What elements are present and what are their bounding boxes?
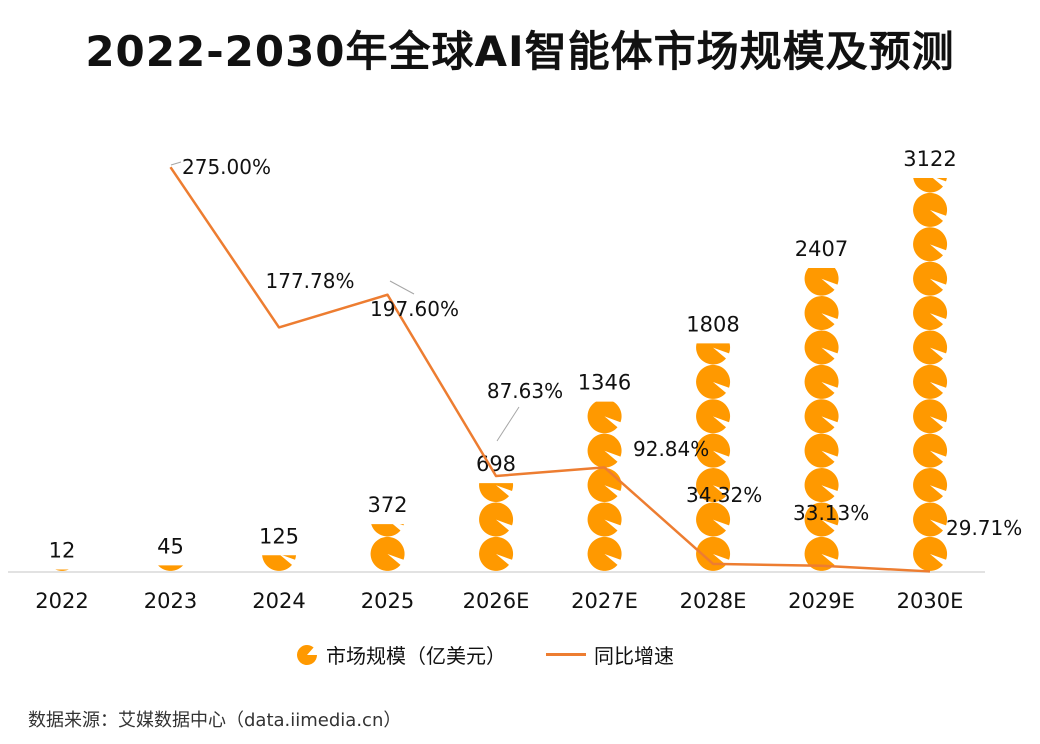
bar-2027E [587,401,622,571]
x-tick-label-2030E: 2030E [897,589,964,613]
line-value-label-2028E: 34.32% [686,483,762,507]
bar-icon [804,364,839,399]
bar-icon [913,502,948,537]
line-value-label-2026E: 87.63% [487,379,563,403]
bar-icon [371,524,404,537]
bar-icon [913,296,948,331]
line-value-label-2030E: 29.71% [946,516,1022,540]
x-tick-label-2027E: 2027E [571,589,638,613]
bar-icon [804,330,839,365]
label-leader-line [496,406,520,442]
bar-icon [913,178,947,193]
bar-icon [696,502,731,537]
bar-icon [913,227,948,262]
x-tick-label-2029E: 2029E [788,589,855,613]
bar-2023 [154,502,188,571]
line-value-label-2027E: 92.84% [633,437,709,461]
bar-icon [696,536,731,571]
bar-icon [587,502,622,537]
chart-legend: 市场规模（亿美元） 同比增速 [296,640,714,669]
bar-icon [696,399,731,434]
bar-value-label-2024: 125 [259,524,299,548]
bar-icon [696,364,731,399]
bar-icon [479,483,514,503]
bar-icon [913,468,948,503]
bar-icon [913,433,948,468]
bar-icon [479,502,514,537]
bar-2029E [804,268,839,571]
bar-2022 [45,502,79,571]
bar-icon [804,468,839,503]
bar-icon [804,433,839,468]
x-tick-label-2022: 2022 [35,589,88,613]
label-leader-line [170,161,182,166]
bar-icon [587,468,622,503]
bar-value-label-2027E: 1346 [578,371,631,395]
bar-value-label-2025: 372 [367,493,407,517]
legend-label-growth-rate: 同比增速 [594,644,674,668]
bar-icon [370,536,405,571]
bar-icon [804,268,839,296]
bar-value-label-2026E: 698 [476,452,516,476]
chart-title: 2022-2030年全球AI智能体市场规模及预测 [85,27,955,76]
bar-value-label-2023: 45 [157,534,184,558]
bar-icon [479,536,514,571]
bar-icon [913,261,948,296]
bar-value-label-2030E: 3122 [903,147,956,171]
bar-icon [154,502,188,536]
legend-label-market-size: 市场规模（亿美元） [326,644,506,668]
bar-icon [45,502,79,536]
source-note: 数据来源：艾媒数据中心（data.iimedia.cn） [28,710,402,731]
bar-icon [587,401,622,434]
bar-value-label-2022: 12 [49,538,76,562]
bar-value-label-2028E: 1808 [686,312,739,336]
bar-2030E [913,178,948,571]
bar-icon [587,536,622,571]
growth-rate-line [169,166,931,573]
bar-icon [262,555,296,571]
bar-icon [913,364,948,399]
bar-icon [804,399,839,434]
bar-value-label-2029E: 2407 [795,237,848,261]
bar-2024 [262,555,296,571]
bar-icon [696,433,731,468]
bar-icon [913,192,948,227]
x-tick-label-2026E: 2026E [463,589,530,613]
bar-icon [804,296,839,331]
bar-icon [696,468,731,503]
pie-icon [297,644,317,665]
bar-icon [696,343,731,365]
x-tick-label-2028E: 2028E [680,589,747,613]
x-tick-label-2025: 2025 [361,589,414,613]
line-value-label-2023: 275.00% [182,155,271,179]
bar-icon [913,399,948,434]
label-leader-line [389,280,415,295]
bar-icon [587,433,622,468]
bar-icon [804,536,839,571]
legend-item-growth-rate: 同比增速 [546,640,674,669]
bar-icon [913,536,948,571]
line-value-label-2024: 177.78% [266,269,355,293]
line-value-label-2029E: 33.13% [793,501,869,525]
x-tick-label-2024: 2024 [252,589,305,613]
bar-icon [804,502,839,537]
bar-icon [913,330,948,365]
bar-2025 [370,524,405,571]
bar-2028E [696,343,731,571]
legend-item-market-size: 市场规模（亿美元） [296,640,506,669]
bar-icon [55,569,69,571]
x-tick-label-2023: 2023 [144,589,197,613]
line-value-label-2025: 197.60% [370,297,459,321]
bar-2026E [479,483,514,571]
line-swatch-icon [546,653,586,656]
bar-icon [158,565,184,571]
